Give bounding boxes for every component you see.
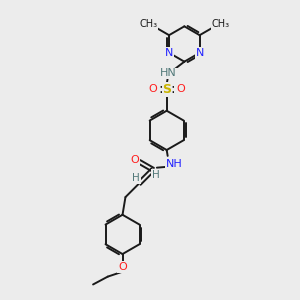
Text: N: N xyxy=(196,48,204,58)
Text: HN: HN xyxy=(160,68,177,78)
Text: H: H xyxy=(132,173,140,184)
Text: :: : xyxy=(158,82,163,96)
Text: S: S xyxy=(162,82,171,96)
Text: O: O xyxy=(176,84,185,94)
Text: H: H xyxy=(152,169,160,179)
Text: O: O xyxy=(118,262,127,272)
Text: NH: NH xyxy=(166,159,183,169)
Text: N: N xyxy=(165,48,173,58)
Text: CH₃: CH₃ xyxy=(212,20,230,29)
Text: O: O xyxy=(130,155,139,165)
Text: CH₃: CH₃ xyxy=(139,20,157,29)
Text: :: : xyxy=(170,82,175,96)
Text: O: O xyxy=(148,84,157,94)
